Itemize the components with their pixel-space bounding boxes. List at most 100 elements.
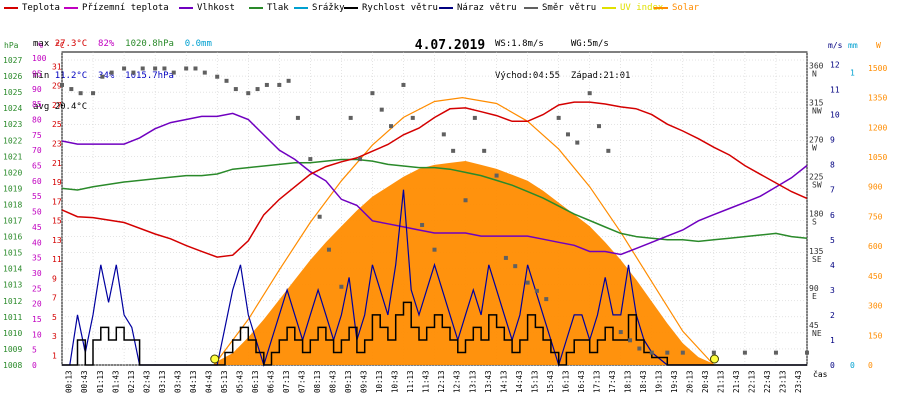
wind-direction-point bbox=[711, 350, 716, 355]
wind-direction-point bbox=[193, 66, 198, 71]
wind-direction-point bbox=[171, 70, 176, 75]
tick-label-time: 15:43 bbox=[546, 370, 555, 393]
wind-direction-point bbox=[565, 132, 570, 137]
wind-direction-point bbox=[264, 82, 269, 87]
legend-label: Rychlost větru bbox=[362, 3, 438, 13]
wind-direction-point bbox=[556, 115, 561, 120]
tick-label-c: 1 bbox=[52, 351, 57, 360]
tick-label-pct: 85 bbox=[32, 100, 42, 109]
tick-label-time: 22:13 bbox=[748, 370, 757, 393]
tick-label-time: 02:13 bbox=[127, 370, 136, 393]
wind-direction-point bbox=[339, 284, 344, 289]
wind-direction-point bbox=[308, 157, 313, 162]
wind-direction-point bbox=[494, 173, 499, 178]
legend-item: Náraz větru bbox=[439, 3, 517, 13]
tick-label-time: 14:13 bbox=[499, 370, 508, 393]
tick-label-w: 750 bbox=[868, 212, 883, 221]
tick-label-hpa: 1017 bbox=[3, 217, 22, 226]
tick-label-time: 09:43 bbox=[360, 370, 369, 393]
tick-label-dir: 360 bbox=[809, 61, 824, 70]
wind-direction-point bbox=[326, 247, 331, 252]
stats-wind-gust: WG:5m/s bbox=[570, 39, 609, 49]
tick-label-c: 17 bbox=[52, 197, 62, 206]
tick-label-hpa: 1018 bbox=[3, 200, 22, 209]
wind-direction-point bbox=[742, 350, 747, 355]
legend-item: Přízemní teplota bbox=[64, 3, 169, 13]
wind-direction-point bbox=[389, 124, 394, 129]
tick-label-w: 1050 bbox=[868, 153, 887, 162]
wind-direction-point bbox=[534, 288, 539, 293]
tick-label-dir-name: SE bbox=[812, 255, 822, 264]
wind-direction-point bbox=[544, 297, 549, 302]
stats-avg-row: avg 20.4°C bbox=[33, 102, 212, 113]
tick-label-w: 900 bbox=[868, 183, 883, 192]
tick-label-time: 04:43 bbox=[204, 370, 213, 393]
stats-avg-label: avg bbox=[33, 102, 50, 112]
tick-label-hpa: 1021 bbox=[3, 152, 22, 161]
tick-label-time: 01:43 bbox=[111, 370, 120, 393]
stats-max-hum: 82% bbox=[98, 39, 115, 49]
tick-label-dir: 270 bbox=[809, 136, 824, 145]
wind-direction-point bbox=[78, 91, 83, 96]
wind-direction-point bbox=[370, 91, 375, 96]
stats-avg-temp: 20.4°C bbox=[54, 102, 88, 112]
tick-label-time: 14:43 bbox=[515, 370, 524, 393]
legend-label: Směr větru bbox=[542, 3, 597, 13]
series-wind bbox=[62, 301, 807, 366]
tick-label-dir: 225 bbox=[809, 173, 824, 182]
axis-unit-ms: m/s bbox=[828, 41, 843, 50]
wind-direction-point bbox=[358, 157, 362, 162]
legend-label: Tlak bbox=[267, 3, 289, 13]
wind-direction-point bbox=[286, 78, 291, 83]
legend-swatch bbox=[439, 6, 453, 9]
tick-label-time: 09:13 bbox=[344, 370, 353, 393]
tick-label-ms: 1 bbox=[830, 336, 835, 345]
tick-label-hpa: 1013 bbox=[3, 281, 22, 290]
legend-swatch bbox=[64, 6, 78, 9]
stats-sunrise: Východ:04:55 bbox=[495, 70, 561, 81]
tick-label-hpa: 1011 bbox=[3, 313, 22, 322]
legend-item: UV index bbox=[602, 3, 663, 13]
tick-label-time: 00:13 bbox=[65, 370, 74, 393]
wind-direction-point bbox=[401, 82, 406, 87]
tick-label-hpa: 1010 bbox=[3, 329, 22, 338]
wind-direction-point bbox=[597, 124, 602, 129]
tick-label-hpa: 1015 bbox=[3, 249, 22, 258]
stats-max-row: max 27.3°C 82% 1020.8hPa 0.0mm bbox=[33, 39, 212, 50]
tick-label-pct: 75 bbox=[32, 131, 42, 140]
tick-label-pct: 30 bbox=[32, 269, 42, 278]
tick-label-time: 10:13 bbox=[375, 370, 384, 393]
tick-label-w: 1350 bbox=[868, 94, 887, 103]
wind-direction-point bbox=[233, 87, 238, 92]
wind-direction-point bbox=[255, 87, 260, 92]
tick-label-c: 23 bbox=[52, 139, 62, 148]
legend-swatch bbox=[654, 6, 668, 9]
wind-direction-point bbox=[637, 346, 642, 351]
tick-label-hpa: 1009 bbox=[3, 345, 22, 354]
legend-swatch bbox=[4, 6, 18, 9]
legend-item: Směr větru bbox=[524, 3, 596, 13]
tick-label-w: 150 bbox=[868, 331, 883, 340]
legend-item: Vlhkost bbox=[179, 3, 235, 13]
legend-label: Přízemní teplota bbox=[82, 3, 169, 13]
tick-label-ms: 10 bbox=[830, 111, 840, 120]
tick-label-time: 01:13 bbox=[96, 370, 105, 393]
legend-swatch bbox=[249, 6, 263, 9]
wind-direction-point bbox=[628, 338, 633, 343]
legend-item: Teplota bbox=[4, 3, 60, 13]
tick-label-dir: 90 bbox=[809, 284, 819, 293]
wind-direction-point bbox=[202, 70, 207, 75]
tick-label-ms: 6 bbox=[830, 211, 835, 220]
wind-direction-point bbox=[184, 66, 189, 71]
tick-label-ms: 0 bbox=[830, 361, 835, 370]
axis-unit-mm: mm bbox=[848, 41, 858, 50]
tick-label-c: 25 bbox=[52, 120, 62, 129]
tick-label-hpa: 1008 bbox=[3, 361, 22, 370]
axis-unit-hpa: hPa bbox=[4, 41, 19, 50]
tick-label-c: 5 bbox=[52, 313, 57, 322]
wind-direction-point bbox=[91, 91, 96, 96]
tick-label-time: 08:13 bbox=[313, 370, 322, 393]
wind-direction-point bbox=[379, 107, 384, 112]
tick-label-time: 08:43 bbox=[329, 370, 338, 393]
